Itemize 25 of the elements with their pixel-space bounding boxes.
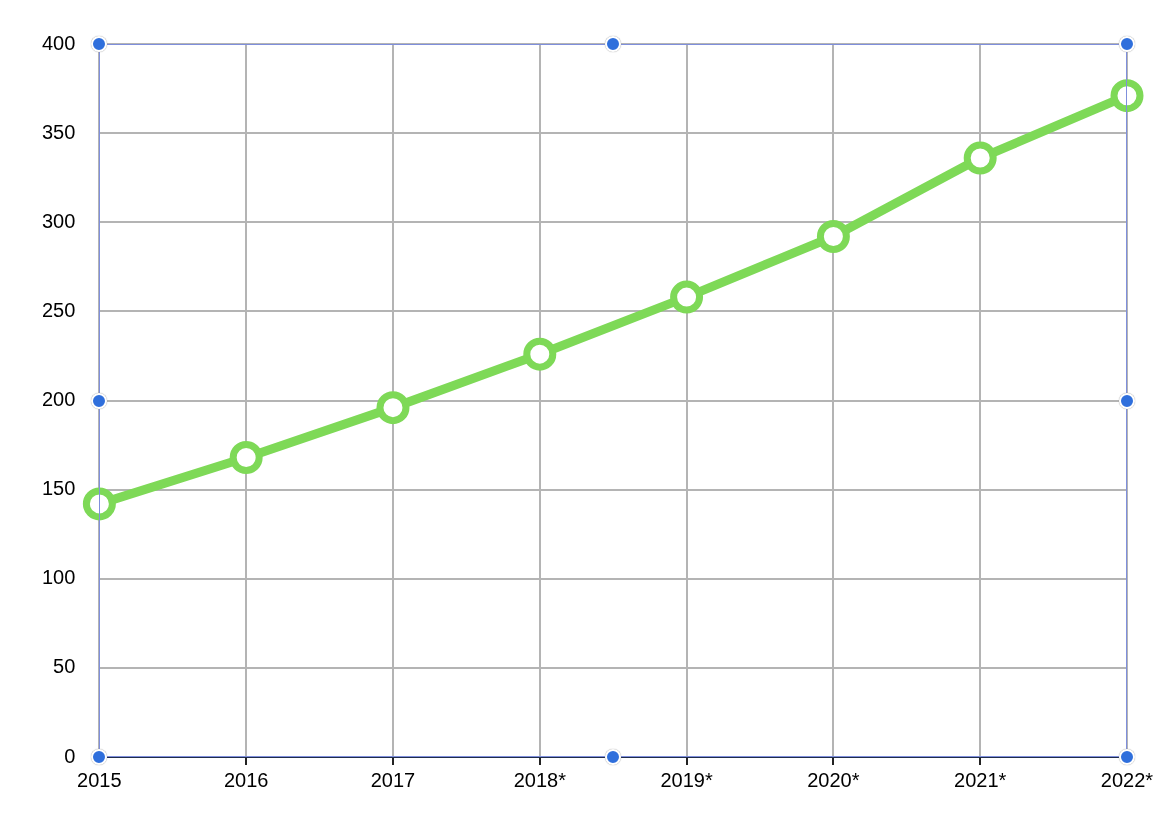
- point: [376, 391, 410, 425]
- x-tick-label: 2015: [77, 768, 122, 791]
- y-tick-label: 300: [41, 209, 76, 232]
- x-tick-label: 2022*: [1100, 768, 1154, 791]
- y-tick-label: 200: [41, 388, 76, 411]
- y-tick-label: 50: [53, 655, 76, 678]
- point: [963, 141, 997, 175]
- point: [523, 337, 557, 371]
- point: [229, 441, 263, 475]
- point: [1110, 79, 1144, 113]
- y-tick-label: 250: [41, 298, 76, 321]
- point: [816, 220, 850, 254]
- x-tick-label: 2021*: [954, 768, 1007, 791]
- point: [670, 280, 704, 314]
- x-tick-label: 2018*: [513, 768, 567, 791]
- x-tick-label: 2016: [223, 768, 269, 791]
- x-tick-label: 2017: [370, 768, 416, 791]
- y-tick-label: 0: [64, 744, 76, 767]
- y-tick-label: 100: [41, 566, 76, 589]
- y-tick-label: 350: [41, 120, 76, 143]
- x-tick-label: 2019*: [660, 768, 713, 791]
- y-tick-label: 400: [41, 31, 76, 54]
- x-tick-label: 2020*: [807, 768, 860, 791]
- point: [82, 487, 116, 521]
- y-tick-label: 150: [41, 477, 76, 500]
